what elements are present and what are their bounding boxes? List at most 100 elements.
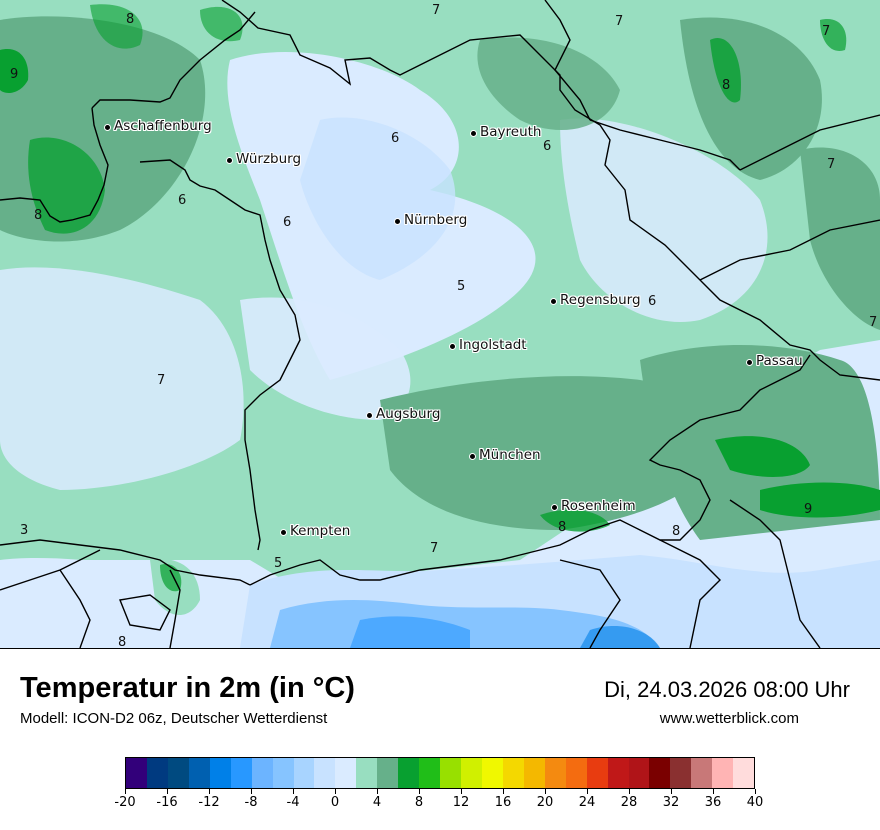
- city-dot-icon: [747, 360, 752, 365]
- city-name: Nürnberg: [404, 212, 468, 228]
- forecast-datetime: Di, 24.03.2026 08:00 Uhr: [604, 677, 850, 702]
- legend-tick-label: 0: [330, 795, 340, 810]
- temperature-value: 9: [804, 502, 813, 517]
- city-name: Rosenheim: [561, 498, 636, 514]
- temperature-value: 6: [283, 215, 292, 230]
- legend-tick-mark: [124, 789, 126, 794]
- city-dot-icon: [551, 299, 556, 304]
- temperature-value: 8: [558, 520, 567, 535]
- temperature-value: 7: [432, 3, 441, 18]
- temperature-value: 6: [543, 139, 552, 154]
- legend-tick-mark: [334, 789, 336, 794]
- legend-tick-mark: [670, 789, 672, 794]
- legend-tick-label: -16: [156, 795, 178, 810]
- city-dot-icon: [367, 413, 372, 418]
- legend-swatch: [544, 758, 566, 788]
- temperature-value: 8: [118, 635, 127, 649]
- website-link[interactable]: www.wetterblick.com: [659, 710, 799, 727]
- legend-swatch: [440, 758, 461, 788]
- city-dot-icon: [552, 505, 557, 510]
- temperature-value: 7: [869, 315, 878, 330]
- legend-tick-mark: [502, 789, 504, 794]
- legend-swatch: [481, 758, 503, 788]
- legend-swatch: [167, 758, 189, 788]
- legend-swatch: [188, 758, 210, 788]
- city-name: Regensburg: [560, 292, 641, 308]
- legend-tick-label: 20: [536, 795, 554, 810]
- city-name: Passau: [756, 353, 803, 369]
- temperature-value: 7: [157, 373, 166, 388]
- legend-tick-mark: [166, 789, 168, 794]
- legend-tick-label: -4: [286, 795, 300, 810]
- legend-swatch: [565, 758, 587, 788]
- legend-tick-mark: [376, 789, 378, 794]
- temperature-map: Aschaffenburg Würzburg Bayreuth Nürnberg Reg…: [0, 0, 880, 649]
- legend-swatch: [712, 758, 734, 788]
- legend-swatch: [733, 758, 755, 788]
- legend-swatch: [335, 758, 357, 788]
- legend-tick-label: 40: [746, 795, 764, 810]
- legend-swatch: [628, 758, 650, 788]
- legend-swatch: [398, 758, 420, 788]
- legend-tick-label: 24: [578, 795, 596, 810]
- temperature-value: 8: [34, 208, 43, 223]
- legend-swatch: [230, 758, 252, 788]
- city-name: Augsburg: [376, 406, 441, 422]
- legend-swatch: [272, 758, 294, 788]
- legend-tick-mark: [628, 789, 630, 794]
- city-label: Bayreuth: [471, 124, 542, 140]
- city-label: Regensburg: [551, 292, 641, 308]
- legend-tick-label: -20: [114, 795, 136, 810]
- legend-swatch: [126, 758, 147, 788]
- city-label: Rosenheim: [552, 498, 636, 514]
- temperature-value: 7: [430, 541, 439, 556]
- city-dot-icon: [281, 530, 286, 535]
- temperature-value: 9: [10, 67, 19, 82]
- temperature-value: 8: [722, 78, 731, 93]
- legend-tick-mark: [418, 789, 420, 794]
- city-name: München: [479, 447, 541, 463]
- city-dot-icon: [450, 344, 455, 349]
- legend-tick-mark: [712, 789, 714, 794]
- temperature-value: 8: [126, 12, 135, 27]
- city-dot-icon: [471, 131, 476, 136]
- legend-swatch: [314, 758, 336, 788]
- legend-tick-label: 4: [372, 795, 382, 810]
- color-legend: [125, 757, 755, 789]
- legend-tick-label: -8: [244, 795, 258, 810]
- legend-tick-label: 28: [620, 795, 638, 810]
- temperature-value: 5: [457, 279, 466, 294]
- legend-swatch: [607, 758, 629, 788]
- legend-tick-label: 16: [494, 795, 512, 810]
- city-label: Kempten: [281, 523, 350, 539]
- temperature-value: 3: [20, 523, 29, 538]
- legend-swatch: [586, 758, 608, 788]
- legend-tick-mark: [544, 789, 546, 794]
- temperature-value: 5: [274, 556, 283, 571]
- city-name: Würzburg: [236, 151, 302, 167]
- city-label: München: [470, 447, 541, 463]
- city-label: Nürnberg: [395, 212, 467, 228]
- city-name: Aschaffenburg: [114, 118, 212, 134]
- legend-swatch: [461, 758, 482, 788]
- legend-swatch: [419, 758, 441, 788]
- legend-tick-label: 32: [662, 795, 680, 810]
- city-dot-icon: [105, 125, 110, 130]
- temperature-value: 6: [178, 193, 187, 208]
- model-info: Modell: ICON-D2 06z, Deutscher Wetterdie…: [20, 710, 328, 727]
- legend-tick-label: 8: [414, 795, 424, 810]
- temperature-value: 6: [648, 294, 657, 309]
- legend-tick-label: -12: [198, 795, 220, 810]
- legend-tick-label: 36: [704, 795, 722, 810]
- legend-swatch: [502, 758, 524, 788]
- city-label: Aschaffenburg: [105, 118, 212, 134]
- legend-tick-mark: [250, 789, 252, 794]
- city-label: Augsburg: [367, 406, 440, 422]
- legend-tick-mark: [754, 789, 756, 794]
- legend-tick-mark: [586, 789, 588, 794]
- city-name: Kempten: [290, 523, 351, 539]
- city-name: Bayreuth: [480, 124, 542, 140]
- legend-swatch: [356, 758, 378, 788]
- legend-swatch: [377, 758, 399, 788]
- legend-swatch: [293, 758, 315, 788]
